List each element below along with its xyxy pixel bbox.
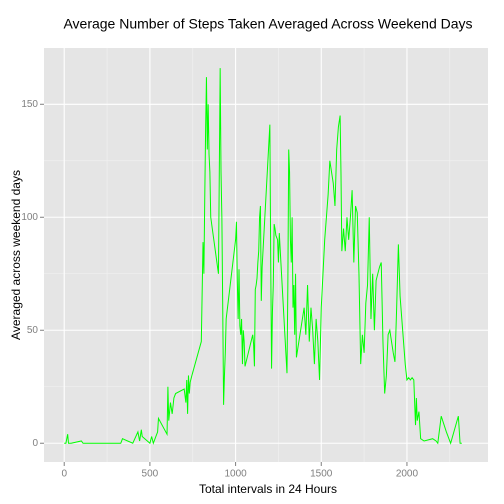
- y-tick-label: 150: [21, 99, 38, 110]
- data-line: [64, 68, 462, 445]
- x-axis-label: Total intervals in 24 Hours: [199, 482, 337, 496]
- y-tick-label: 50: [27, 325, 39, 336]
- y-axis-label: Averaged across weekend days: [9, 170, 23, 340]
- y-tick-label: 0: [32, 438, 38, 449]
- x-tick-label: 1000: [224, 469, 247, 480]
- x-tick-label: 1500: [310, 469, 333, 480]
- x-tick-label: 2000: [396, 469, 419, 480]
- chart-title: Average Number of Steps Taken Averaged A…: [63, 16, 472, 32]
- plot-background: [44, 48, 488, 462]
- x-tick-label: 500: [142, 469, 159, 480]
- x-tick-label: 0: [61, 469, 67, 480]
- y-tick-label: 100: [21, 212, 38, 223]
